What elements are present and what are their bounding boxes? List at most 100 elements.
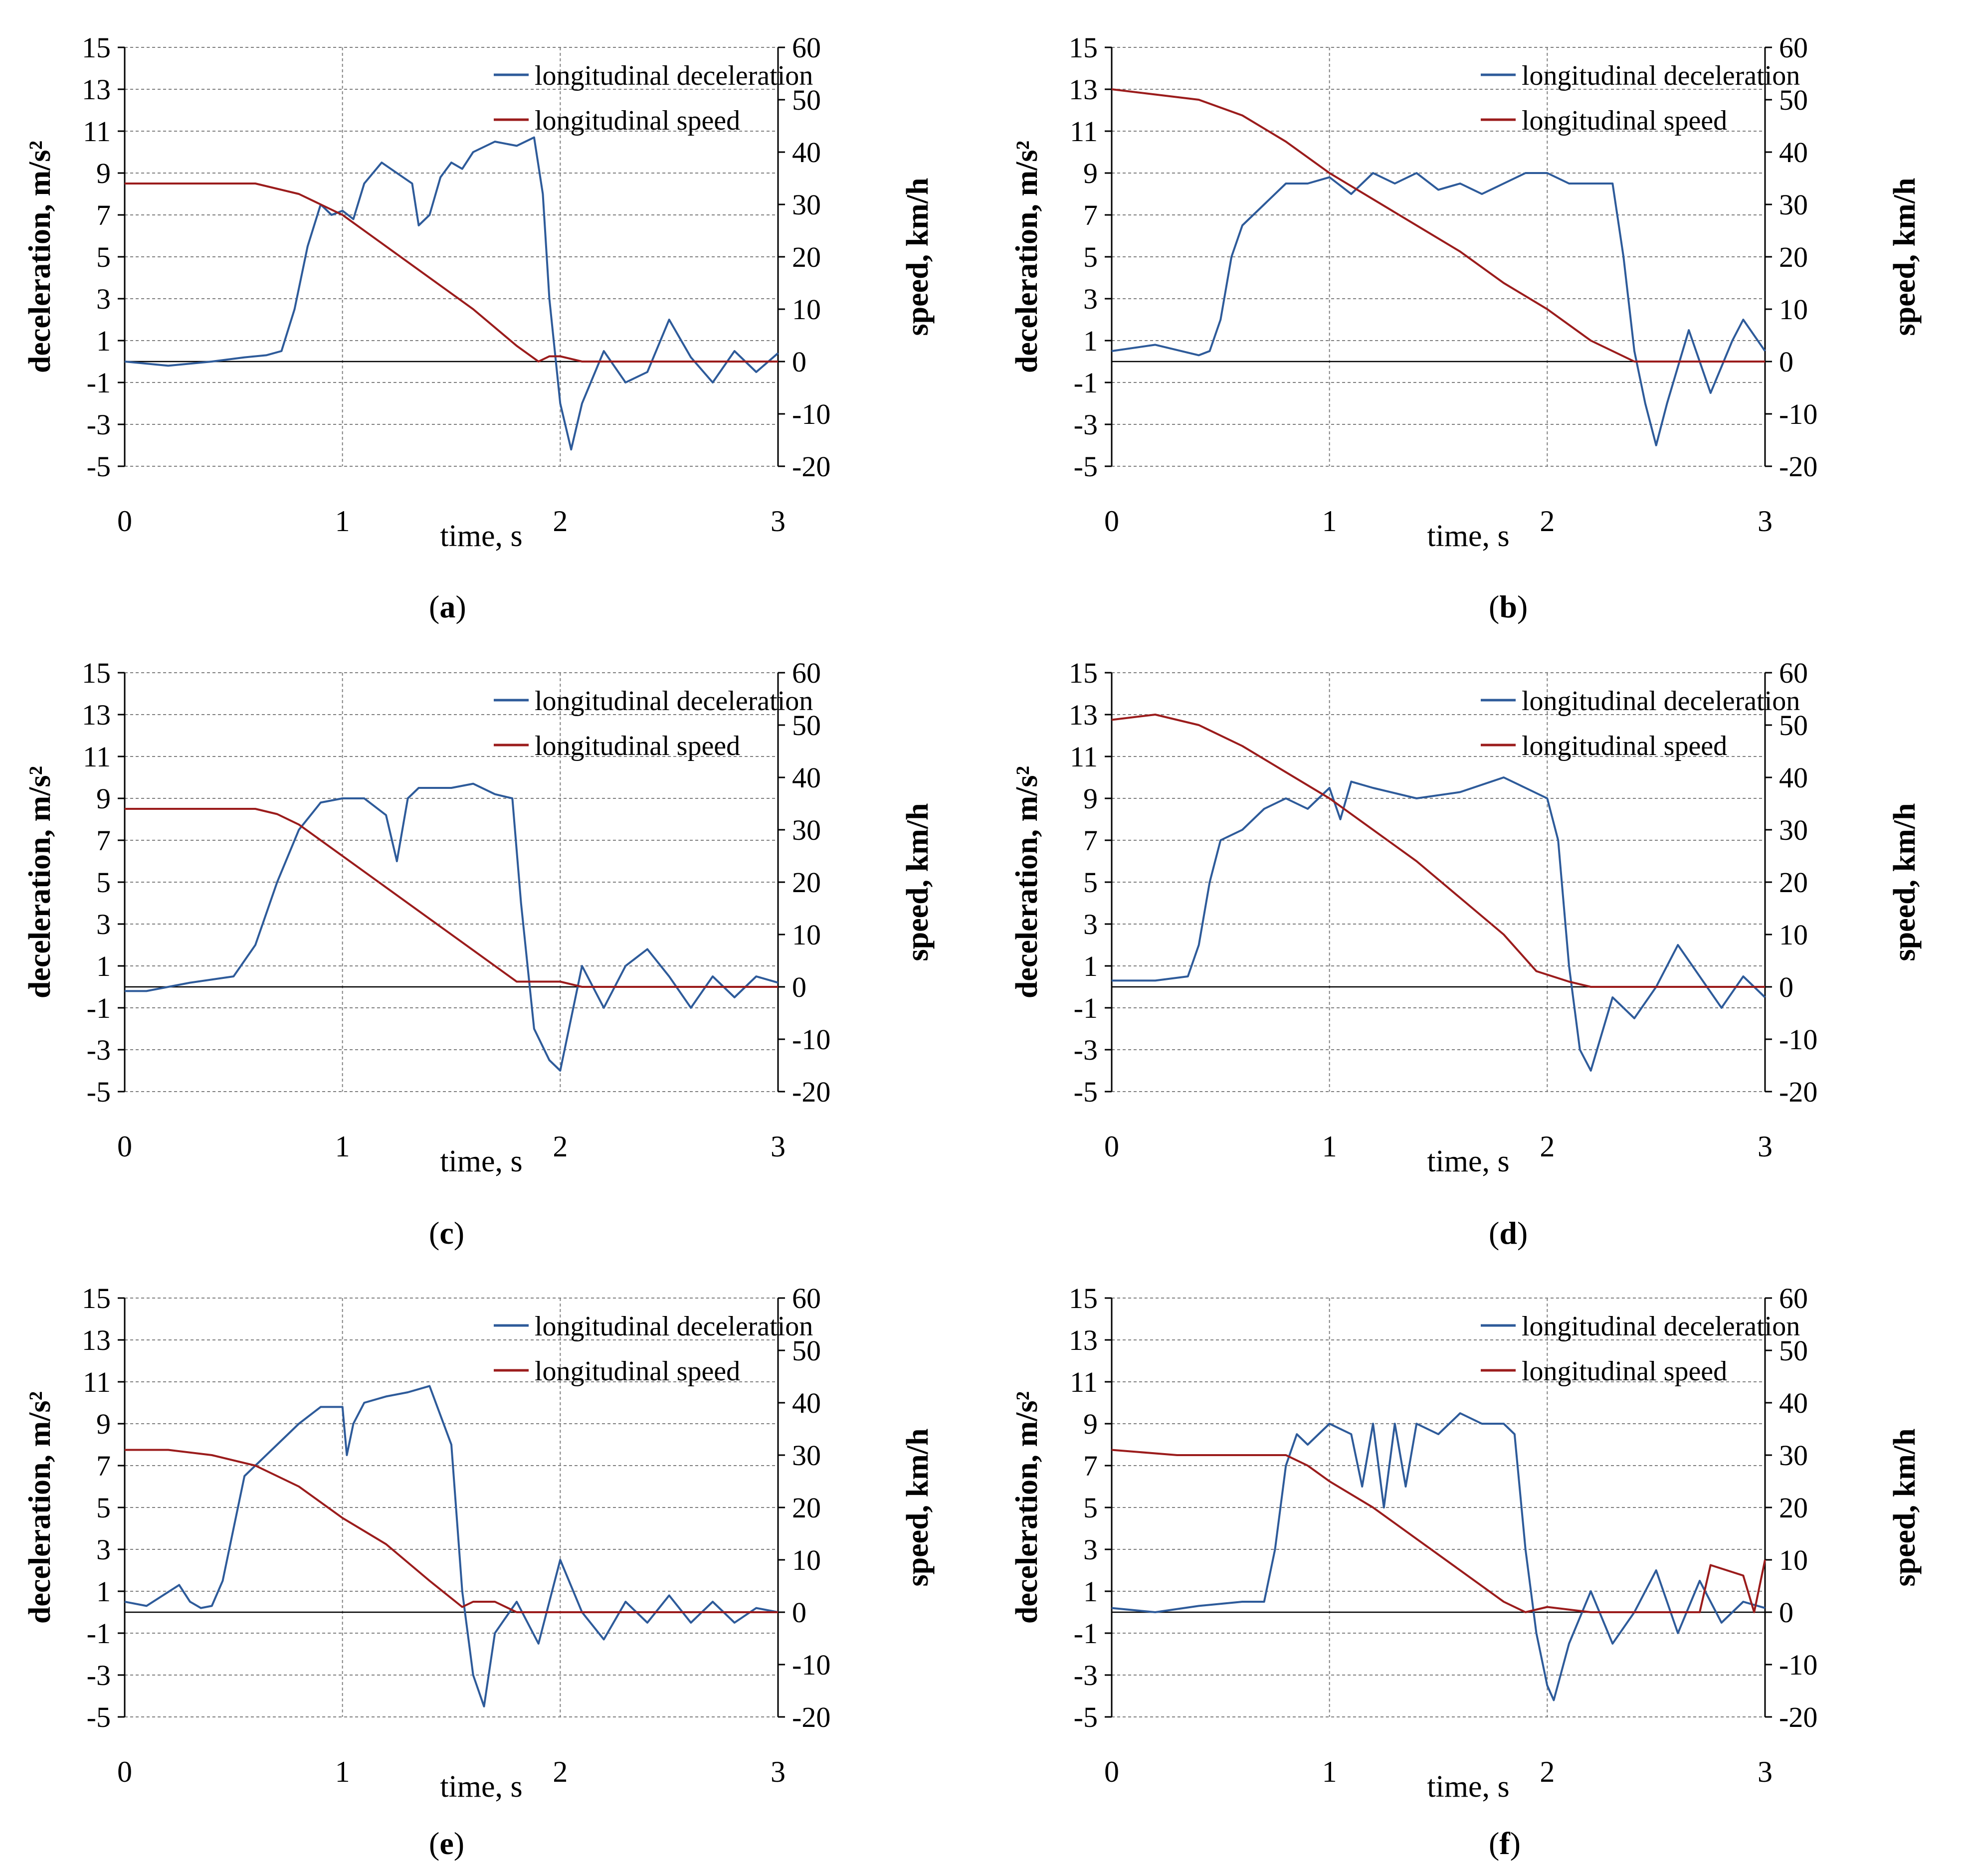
y-left-tick-label: 11	[83, 115, 111, 148]
x-tick-label: 1	[1322, 505, 1337, 538]
series-line-deceleration	[1111, 1412, 1766, 1701]
y-right-tick-label: -20	[1779, 1076, 1817, 1108]
y-right-tick-label: -20	[792, 1076, 830, 1108]
caption-c: (c)	[429, 1215, 465, 1251]
y-right-tick-label: 0	[1779, 971, 1793, 1003]
y-axis-title-right: speed, km/h	[901, 803, 935, 961]
legend-label: longitudinal speed	[535, 105, 740, 136]
y-left-tick-label: 7	[96, 199, 111, 231]
x-tick-label: 0	[117, 505, 132, 538]
x-axis-title: time, s	[440, 519, 522, 553]
y-right-tick-label: 30	[1779, 188, 1808, 221]
y-left-tick-label: 5	[96, 866, 111, 899]
y-left-tick-label: 11	[1070, 1366, 1098, 1398]
x-tick-label: 3	[771, 1755, 786, 1788]
y-right-tick-label: 30	[792, 188, 821, 221]
x-tick-label: 1	[1322, 1755, 1337, 1788]
legend-label: longitudinal speed	[535, 731, 740, 761]
y-left-tick-label: -3	[1074, 1659, 1098, 1691]
legend-label: longitudinal speed	[1522, 105, 1727, 136]
y-left-tick-label: 3	[1083, 908, 1098, 940]
caption-letter-e: e	[439, 1826, 454, 1861]
y-right-tick-label: 40	[1779, 761, 1808, 794]
series-line-speed	[125, 183, 778, 363]
chart-panel-f: 15 13 11 9 7 5 3 1 -1 -3 -5 60 50 40 30 20 10 0 -10 -20 0 1 2 3…	[1010, 1282, 1922, 1804]
x-tick-label: 0	[117, 1755, 132, 1788]
y-left-tick-label: 9	[96, 782, 111, 815]
y-right-tick-label: 50	[1779, 84, 1808, 116]
y-right-tick-label: 10	[792, 1544, 821, 1576]
y-left-tick-label: -5	[1074, 450, 1098, 483]
legend-label: longitudinal speed	[535, 1356, 740, 1387]
x-tick-label: 3	[1758, 505, 1773, 538]
y-left-tick-label: 1	[1083, 1575, 1098, 1608]
y-axis-title-right: speed, km/h	[1888, 178, 1922, 336]
y-left-tick-label: 7	[96, 1450, 111, 1482]
chart-panel-d: 15 13 11 9 7 5 3 1 -1 -3 -5 60 50 40 30 20 10 0 -10 -20 0 1 2 3…	[1010, 657, 1922, 1178]
y-right-tick-label: 60	[792, 657, 821, 689]
y-left-tick-label: -5	[87, 450, 111, 483]
x-tick-label: 0	[1104, 505, 1119, 538]
y-axis-title-left: deceleration, m/s²	[23, 766, 57, 998]
chart-panel-b: 15 13 11 9 7 5 3 1 -1 -3 -5 60 50 40 30 20 10 0 -10 -20 0 1 2 3…	[1010, 31, 1922, 553]
y-right-tick-label: 0	[792, 1596, 806, 1629]
y-right-tick-label: -10	[1779, 1023, 1817, 1056]
x-tick-label: 1	[335, 1755, 350, 1788]
y-left-tick-label: 9	[96, 157, 111, 189]
y-left-tick-label: 1	[96, 325, 111, 357]
y-axis-title-left: deceleration, m/s²	[1010, 766, 1044, 998]
x-tick-label: 2	[1540, 1130, 1555, 1163]
y-right-tick-label: 20	[1779, 241, 1808, 273]
y-right-tick-label: 10	[792, 293, 821, 326]
y-left-tick-label: 7	[96, 824, 111, 857]
caption-letter-a: a	[439, 589, 456, 624]
y-left-tick-label: 11	[1070, 115, 1098, 148]
y-right-tick-label: 40	[1779, 136, 1808, 169]
y-left-tick-label: 3	[1083, 1533, 1098, 1566]
y-right-tick-label: 50	[792, 1334, 821, 1367]
y-right-tick-label: 50	[1779, 1334, 1808, 1367]
y-right-tick-label: -10	[1779, 398, 1817, 430]
caption-b: (b)	[1489, 589, 1528, 624]
y-left-tick-label: 3	[96, 283, 111, 315]
x-axis-title: time, s	[1427, 1770, 1509, 1804]
y-left-tick-label: 3	[96, 1533, 111, 1566]
y-right-tick-label: -10	[792, 1023, 830, 1056]
y-left-tick-label: 11	[83, 741, 111, 773]
y-right-tick-label: 30	[1779, 1439, 1808, 1472]
x-tick-label: 2	[553, 1755, 568, 1788]
y-left-tick-label: 9	[1083, 157, 1098, 189]
legend-label: longitudinal deceleration	[1522, 686, 1800, 717]
x-tick-label: 3	[1758, 1755, 1773, 1788]
y-right-tick-label: 20	[792, 1492, 821, 1524]
y-left-tick-label: 13	[1069, 699, 1098, 731]
y-right-tick-label: -20	[1779, 450, 1817, 483]
y-right-tick-label: 30	[1779, 814, 1808, 846]
y-right-tick-label: 60	[1779, 31, 1808, 64]
y-right-tick-label: 30	[792, 814, 821, 846]
y-right-tick-label: 40	[792, 1387, 821, 1419]
y-right-tick-label: 20	[1779, 866, 1808, 899]
y-left-tick-label: -1	[1074, 367, 1098, 399]
y-right-tick-label: 30	[792, 1439, 821, 1472]
y-left-tick-label: -1	[1074, 992, 1098, 1024]
y-left-tick-label: 13	[82, 73, 111, 106]
y-left-tick-label: -3	[87, 408, 111, 441]
caption-a: (a)	[429, 589, 466, 624]
caption-e: (e)	[429, 1826, 465, 1861]
x-axis-title: time, s	[1427, 519, 1509, 553]
y-right-tick-label: 50	[792, 709, 821, 742]
y-right-tick-label: 60	[792, 1282, 821, 1314]
y-left-tick-label: 9	[1083, 1408, 1098, 1440]
y-left-tick-label: 5	[96, 1492, 111, 1524]
y-right-tick-label: 10	[1779, 1544, 1808, 1576]
y-left-tick-label: -5	[87, 1701, 111, 1733]
legend-label: longitudinal speed	[1522, 1356, 1727, 1387]
y-left-tick-label: 13	[1069, 73, 1098, 106]
y-left-tick-label: -3	[1074, 1034, 1098, 1066]
y-right-tick-label: 60	[1779, 1282, 1808, 1314]
legend-label: longitudinal deceleration	[535, 60, 813, 91]
y-left-tick-label: 7	[1083, 199, 1098, 231]
x-tick-label: 0	[1104, 1130, 1119, 1163]
